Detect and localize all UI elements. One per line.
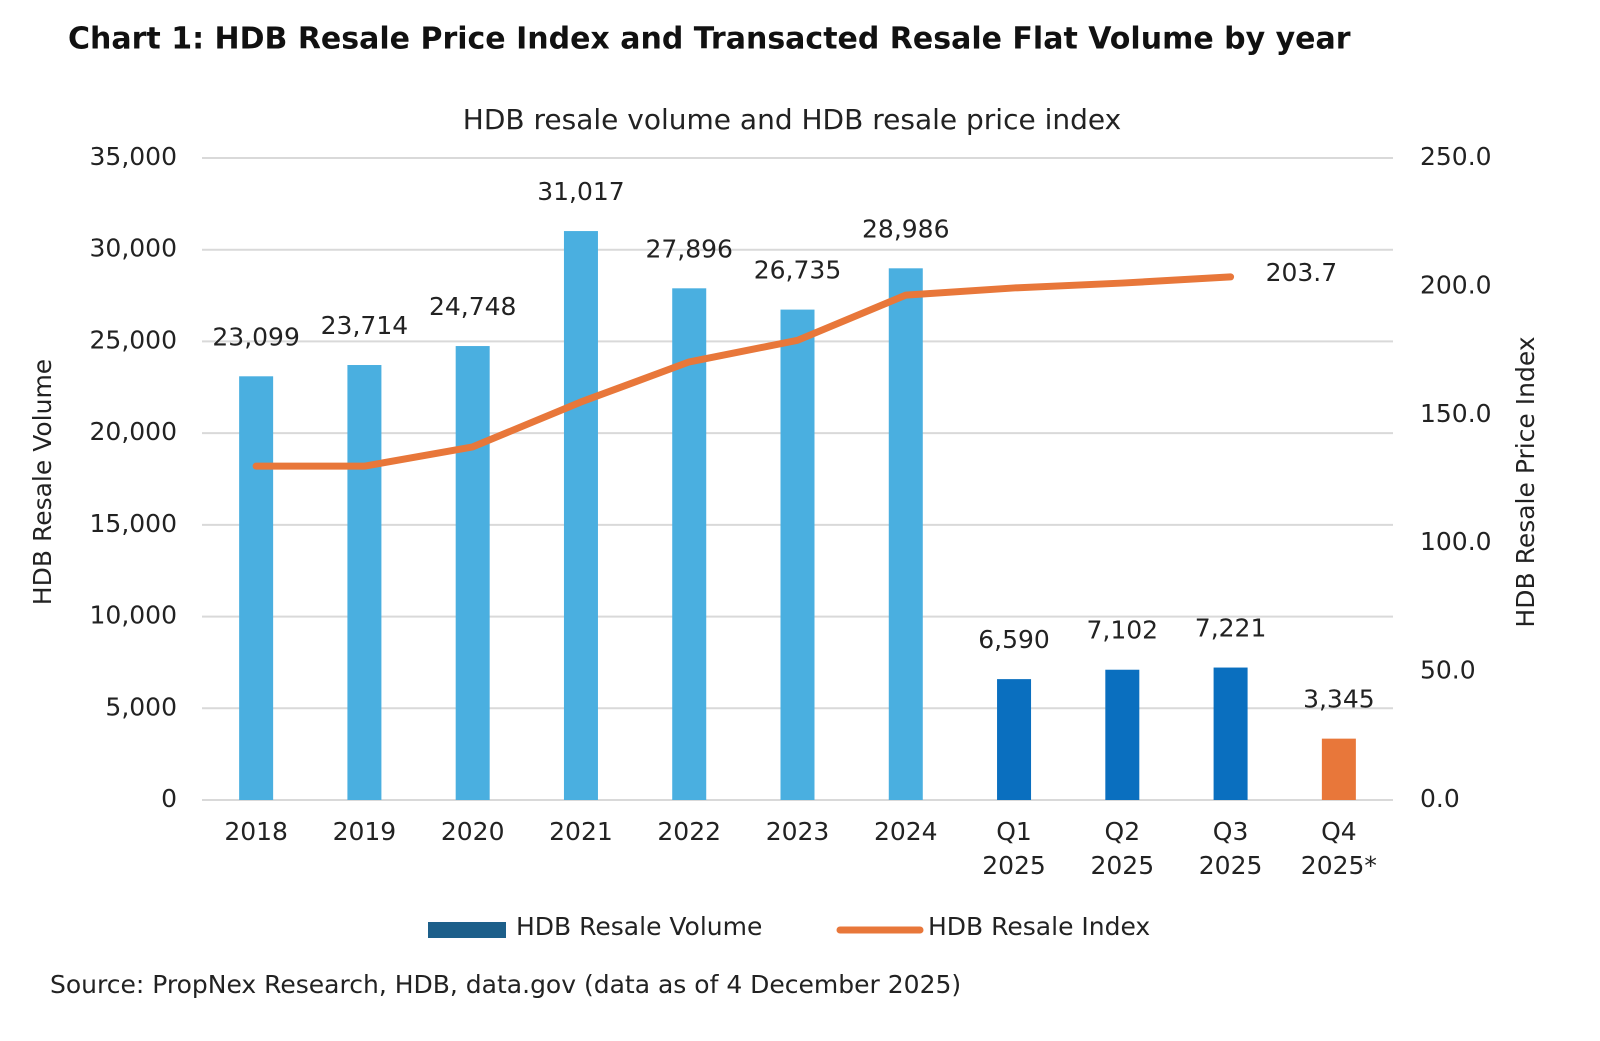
bar: [780, 309, 815, 800]
y-tick-label: 30,000: [90, 234, 177, 263]
source-note: Source: PropNex Research, HDB, data.gov …: [50, 970, 961, 999]
data-label: 23,099: [212, 322, 299, 351]
chart-title: Chart 1: HDB Resale Price Index and Tran…: [68, 22, 1351, 57]
chart-subtitle: HDB resale volume and HDB resale price i…: [463, 103, 1121, 136]
bar: [1321, 738, 1356, 800]
line: [252, 273, 1235, 470]
data-label: 28,986: [862, 214, 949, 243]
y-tick-label: 0: [161, 784, 177, 813]
bar: [997, 679, 1032, 800]
x-tick-label: 2019: [333, 817, 397, 846]
bar: [347, 365, 382, 800]
bar: [1213, 667, 1248, 800]
y2-tick-label: 50.0: [1420, 656, 1476, 685]
x-tick-label: 2018: [224, 817, 288, 846]
y-tick-label: 5,000: [105, 692, 177, 721]
y-axis-title: HDB Resale Volume: [28, 359, 57, 605]
y-tick-label: 35,000: [90, 142, 177, 171]
y2-tick-label: 200.0: [1420, 270, 1492, 299]
x-tick-label: 2021: [549, 817, 613, 846]
data-label: 27,896: [645, 234, 732, 263]
y2-tick-label: 150.0: [1420, 399, 1492, 428]
y2-tick-label: 100.0: [1420, 527, 1492, 556]
data-label: 3,345: [1303, 685, 1375, 714]
data-label: 24,748: [429, 292, 516, 321]
legend-label: HDB Resale Volume: [516, 912, 762, 941]
y2-tick-label: 250.0: [1420, 142, 1492, 171]
data-label: 26,735: [754, 256, 841, 285]
data-label: 6,590: [978, 625, 1050, 654]
bar: [672, 288, 707, 800]
legend-label: HDB Resale Index: [928, 912, 1150, 941]
bar: [455, 346, 490, 800]
x-tick-label: 2022: [657, 817, 721, 846]
bar: [1105, 669, 1140, 800]
bar: [888, 268, 923, 800]
data-label: 31,017: [537, 177, 624, 206]
y2-tick-label: 0.0: [1420, 784, 1460, 813]
legend-swatch: [428, 922, 506, 938]
x-tick-label: Q4 2025*: [1301, 817, 1377, 880]
x-tick-label: 2023: [766, 817, 830, 846]
x-tick-label: Q2 2025: [1091, 817, 1155, 880]
bar: [239, 376, 274, 800]
bar: [563, 231, 598, 801]
data-label: 23,714: [321, 311, 408, 340]
x-tick-label: 2024: [874, 817, 938, 846]
data-label: 7,221: [1195, 614, 1267, 643]
y-tick-label: 25,000: [90, 325, 177, 354]
y-tick-label: 10,000: [90, 601, 177, 630]
y2-axis-title: HDB Resale Price Index: [1511, 336, 1540, 627]
y-tick-label: 20,000: [90, 417, 177, 446]
x-tick-label: 2020: [441, 817, 505, 846]
data-label: 203.7: [1266, 258, 1338, 287]
data-label: 7,102: [1087, 616, 1159, 645]
y-tick-label: 15,000: [90, 509, 177, 538]
x-tick-label: Q3 2025: [1199, 817, 1263, 880]
x-tick-label: Q1 2025: [982, 817, 1046, 880]
